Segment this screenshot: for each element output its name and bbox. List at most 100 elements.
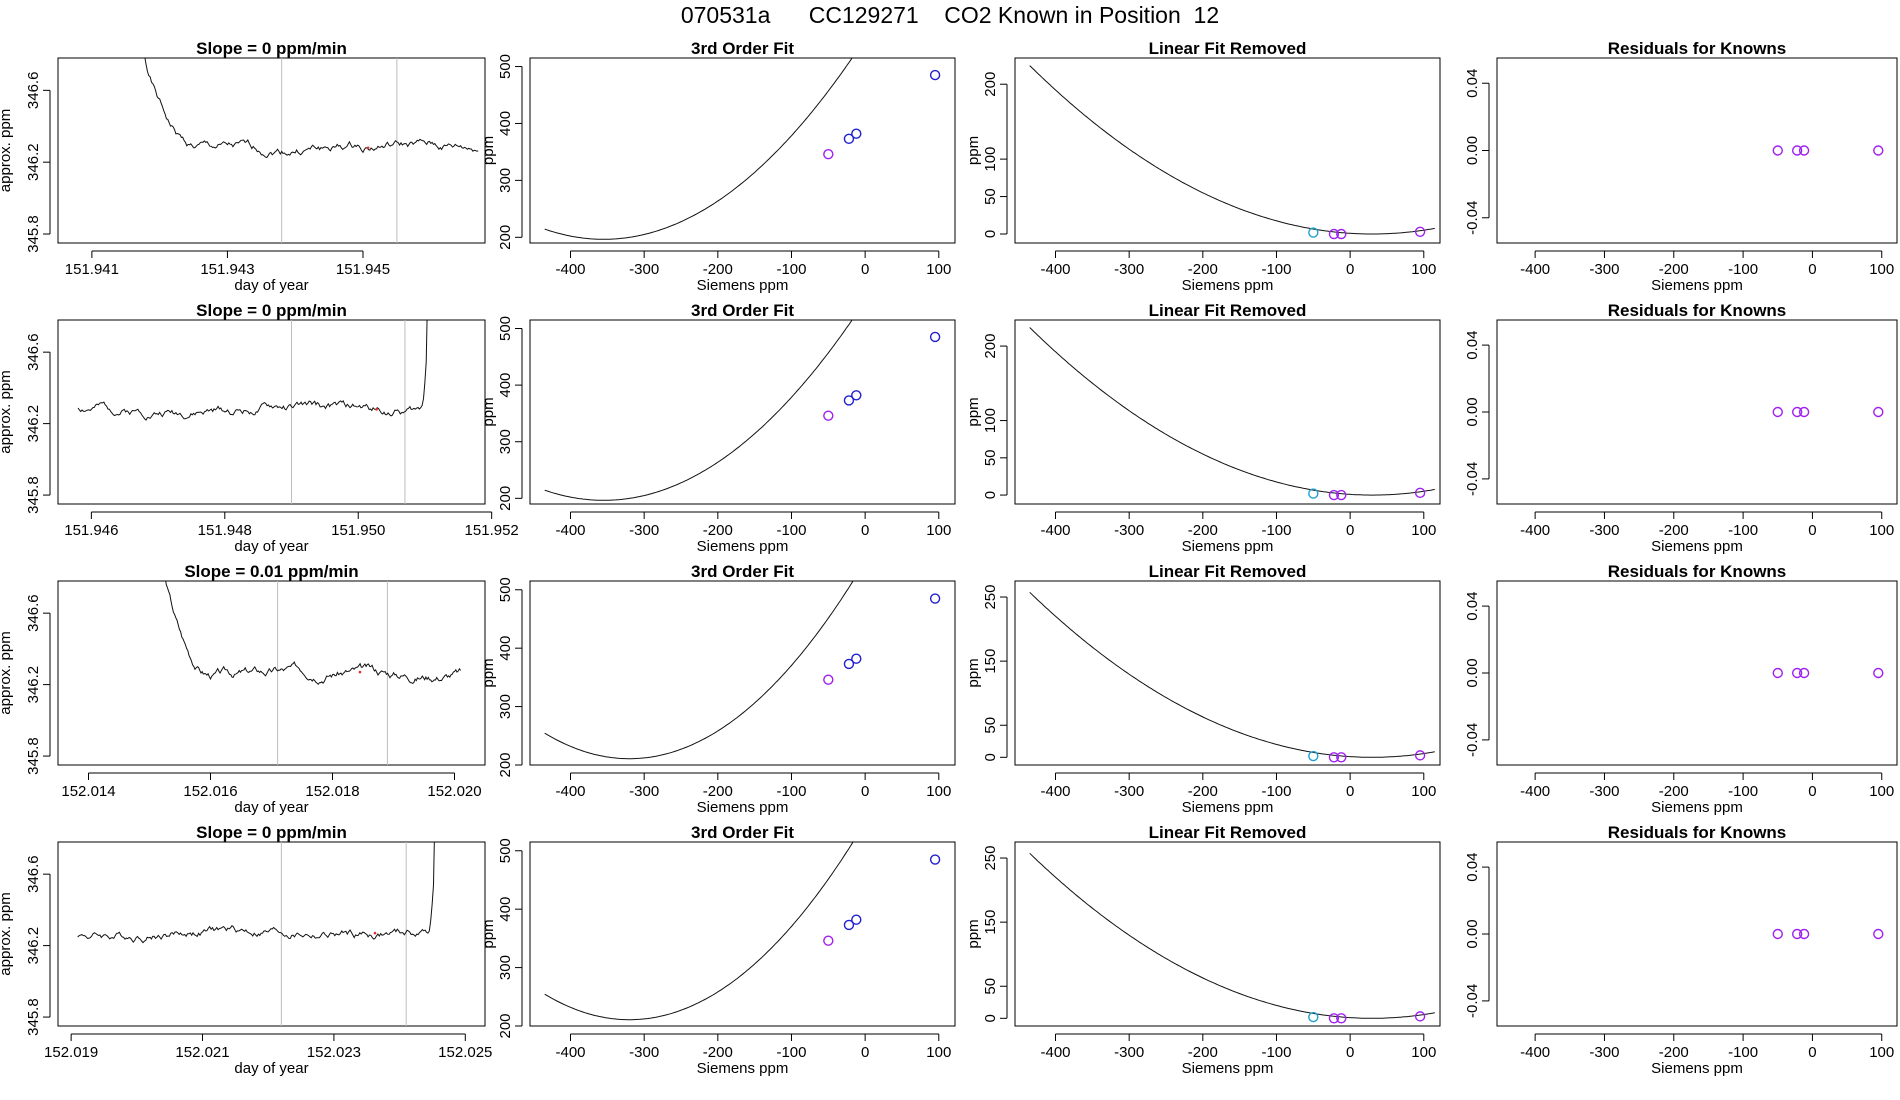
plot-frame bbox=[529, 57, 956, 244]
x-tick-label: 151.950 bbox=[331, 522, 385, 539]
panel-r2-c2: Linear Fit Removed -400 -300 -200 -100 0 100 Si… bbox=[965, 562, 1441, 816]
y-tick-label: 500 bbox=[497, 577, 514, 602]
x-tick-label: -300 bbox=[1114, 522, 1144, 539]
data-point bbox=[1328, 489, 1340, 501]
x-tick-label: -100 bbox=[776, 783, 806, 800]
y-tick-label: 150 bbox=[982, 649, 999, 674]
y-tick-label: -0.04 bbox=[1464, 984, 1481, 1018]
x-tick-label: 100 bbox=[926, 522, 951, 539]
x-tick-label: 0 bbox=[1346, 522, 1354, 539]
y-tick-label: 0.04 bbox=[1464, 591, 1481, 620]
x-tick-label: 0 bbox=[1808, 261, 1816, 278]
data-point bbox=[1308, 1011, 1319, 1023]
y-tick-label: 345.8 bbox=[25, 737, 42, 775]
x-tick-label: -300 bbox=[629, 522, 659, 539]
co2-trace-line bbox=[77, 320, 428, 421]
x-tick-label: 100 bbox=[926, 1044, 951, 1061]
x-tick-label: 151.941 bbox=[65, 261, 119, 278]
y-tick-label: 200 bbox=[497, 752, 514, 777]
y-tick-label: 0 bbox=[982, 1014, 999, 1022]
data-point bbox=[843, 658, 855, 670]
x-tick-label: -100 bbox=[776, 1044, 806, 1061]
x-tick-label: -400 bbox=[555, 261, 585, 278]
x-axis-label: Siemens ppm bbox=[1651, 538, 1743, 555]
x-tick-label: 151.952 bbox=[465, 522, 519, 539]
y-tick-label: 0 bbox=[982, 230, 999, 238]
x-tick-label: -400 bbox=[1040, 783, 1070, 800]
plot-frame bbox=[529, 319, 956, 505]
panel-title: Slope = 0 ppm/min bbox=[196, 39, 347, 58]
x-tick-label: -200 bbox=[1659, 522, 1689, 539]
panel-r0-c0: Slope = 0 ppm/min 151.941 151.943 151.945 da… bbox=[0, 39, 486, 294]
y-tick-label: 200 bbox=[982, 334, 999, 359]
data-point bbox=[1308, 488, 1319, 499]
y-tick-label: 500 bbox=[497, 54, 514, 79]
x-tick-label: 0 bbox=[1808, 783, 1816, 800]
plot-area bbox=[1029, 591, 1435, 763]
plot-area bbox=[165, 581, 462, 765]
y-tick-label: 100 bbox=[982, 147, 999, 172]
plot-area bbox=[77, 842, 435, 1026]
x-tick-label: -300 bbox=[1114, 261, 1144, 278]
data-point bbox=[929, 593, 941, 604]
y-tick-label: 500 bbox=[497, 838, 514, 863]
plot-area bbox=[1772, 928, 1884, 940]
x-tick-label: -100 bbox=[776, 261, 806, 278]
x-tick-label: 152.018 bbox=[305, 783, 359, 800]
x-tick-label: -400 bbox=[1520, 783, 1550, 800]
data-point bbox=[823, 148, 834, 160]
y-tick-label: 0.00 bbox=[1464, 919, 1481, 948]
y-tick-label: 346.2 bbox=[25, 143, 42, 181]
x-tick-label: 152.025 bbox=[438, 1044, 492, 1061]
data-point bbox=[823, 410, 834, 421]
y-tick-label: 346.2 bbox=[25, 405, 42, 443]
data-point bbox=[1798, 145, 1810, 156]
panel-title: Slope = 0.01 ppm/min bbox=[184, 562, 358, 581]
y-tick-label: 0.04 bbox=[1464, 330, 1481, 359]
x-axis-label: Siemens ppm bbox=[1182, 1060, 1274, 1077]
panel-r3-c3: Residuals for Knowns -400 -300 -200 -100 0 100… bbox=[1464, 823, 1898, 1077]
x-tick-label: -300 bbox=[1589, 1044, 1619, 1061]
x-tick-label: -300 bbox=[629, 261, 659, 278]
data-point bbox=[1798, 406, 1810, 418]
x-tick-label: -100 bbox=[1261, 1044, 1291, 1061]
x-axis-label: day of year bbox=[234, 1060, 308, 1077]
x-tick-label: -300 bbox=[1589, 783, 1619, 800]
y-axis-label: approx. ppm bbox=[0, 892, 14, 975]
x-tick-label: -200 bbox=[703, 261, 733, 278]
plot-area bbox=[77, 320, 428, 504]
y-tick-label: 0.04 bbox=[1464, 852, 1481, 881]
y-tick-label: 300 bbox=[497, 429, 514, 454]
data-point bbox=[1798, 928, 1810, 940]
x-tick-label: 152.014 bbox=[61, 783, 115, 800]
data-point bbox=[1336, 1013, 1347, 1024]
y-axis-label: ppm bbox=[480, 658, 497, 687]
data-point bbox=[1873, 667, 1884, 679]
y-tick-label: 100 bbox=[982, 408, 999, 433]
plot-frame bbox=[1014, 57, 1441, 244]
data-point bbox=[1791, 928, 1803, 940]
x-tick-label: 100 bbox=[926, 783, 951, 800]
data-point bbox=[1772, 667, 1783, 679]
x-tick-label: 0 bbox=[861, 783, 869, 800]
x-tick-label: -300 bbox=[1589, 522, 1619, 539]
plot-area bbox=[144, 58, 479, 243]
data-point bbox=[851, 653, 862, 664]
x-tick-label: -100 bbox=[1261, 522, 1291, 539]
y-axis-label: ppm bbox=[480, 919, 497, 948]
x-tick-label: -100 bbox=[1728, 1044, 1758, 1061]
y-tick-label: 50 bbox=[982, 449, 999, 466]
panel-title: Linear Fit Removed bbox=[1149, 301, 1307, 320]
y-tick-label: 400 bbox=[497, 111, 514, 136]
fit-curve-line bbox=[544, 320, 853, 501]
y-tick-label: 346.6 bbox=[25, 333, 42, 371]
data-point bbox=[1308, 227, 1319, 238]
y-tick-label: 345.8 bbox=[25, 998, 42, 1036]
fit-curve-line bbox=[1029, 591, 1435, 758]
data-point bbox=[1798, 667, 1810, 679]
plot-frame bbox=[1496, 580, 1898, 766]
plot-area bbox=[544, 320, 941, 501]
data-point bbox=[929, 69, 941, 81]
x-tick-label: 0 bbox=[1346, 783, 1354, 800]
